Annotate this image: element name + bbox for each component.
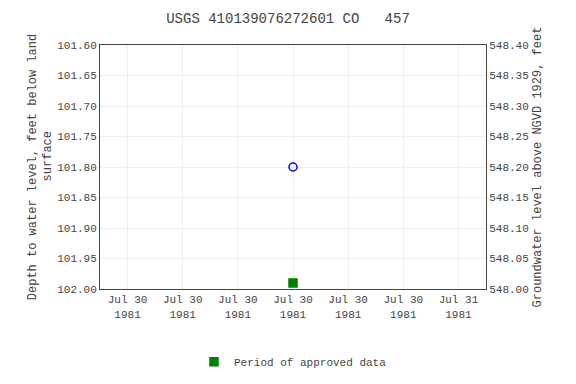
svg-text:USGS 410139076272601 CO 457: USGS 410139076272601 CO 457 bbox=[166, 11, 410, 27]
svg-text:Jul 311981: Jul 311981 bbox=[439, 294, 479, 320]
svg-text:101.60: 101.60 bbox=[57, 40, 97, 52]
svg-text:Groundwater level above NGVD 1: Groundwater level above NGVD 1929, feet bbox=[531, 27, 545, 308]
svg-text:102.00: 102.00 bbox=[57, 284, 97, 296]
svg-text:Jul 301981: Jul 301981 bbox=[273, 294, 313, 320]
svg-text:Depth to water level, feet bel: Depth to water level, feet below land su… bbox=[26, 34, 56, 300]
svg-text:548.00: 548.00 bbox=[489, 284, 529, 296]
svg-text:101.80: 101.80 bbox=[57, 162, 97, 174]
svg-text:101.65: 101.65 bbox=[57, 70, 97, 82]
svg-text:Period of approved data: Period of approved data bbox=[234, 357, 386, 369]
svg-text:548.05: 548.05 bbox=[489, 253, 529, 265]
svg-text:548.20: 548.20 bbox=[489, 162, 529, 174]
svg-text:548.35: 548.35 bbox=[489, 70, 529, 82]
svg-text:101.95: 101.95 bbox=[57, 253, 97, 265]
svg-text:548.15: 548.15 bbox=[489, 192, 529, 204]
svg-text:548.25: 548.25 bbox=[489, 131, 529, 143]
svg-text:548.40: 548.40 bbox=[489, 40, 529, 52]
svg-text:Jul 301981: Jul 301981 bbox=[383, 294, 423, 320]
svg-text:101.75: 101.75 bbox=[57, 131, 97, 143]
svg-text:548.30: 548.30 bbox=[489, 101, 529, 113]
svg-text:101.90: 101.90 bbox=[57, 223, 97, 235]
svg-text:101.70: 101.70 bbox=[57, 101, 97, 113]
svg-text:101.85: 101.85 bbox=[57, 192, 97, 204]
svg-text:Jul 301981: Jul 301981 bbox=[108, 294, 148, 320]
svg-text:Jul 301981: Jul 301981 bbox=[328, 294, 368, 320]
svg-text:Jul 301981: Jul 301981 bbox=[218, 294, 258, 320]
svg-text:Jul 301981: Jul 301981 bbox=[163, 294, 203, 320]
svg-text:548.10: 548.10 bbox=[489, 223, 529, 235]
